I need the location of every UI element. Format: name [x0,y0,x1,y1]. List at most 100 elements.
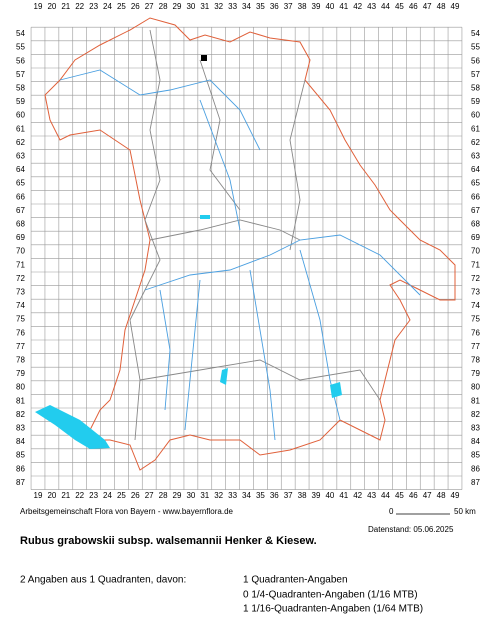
row-label: 70 [471,247,480,256]
row-label: 79 [16,369,25,378]
column-label: 20 [47,2,56,11]
column-label: 29 [173,2,182,11]
column-label: 22 [75,2,84,11]
row-label: 55 [471,43,480,52]
column-label: 24 [103,2,112,11]
column-label: 27 [145,2,154,11]
row-label: 64 [471,165,480,174]
column-label: 49 [451,491,460,500]
row-label: 78 [16,356,25,365]
column-label: 43 [367,2,376,11]
column-label: 37 [284,2,293,11]
row-label: 79 [471,369,480,378]
credit: Arbeitsgemeinschaft Flora von Bayern - w… [20,507,234,516]
column-label: 34 [242,2,251,11]
column-label: 48 [437,491,446,500]
row-label: 82 [471,410,480,419]
column-label: 23 [89,491,98,500]
row-label: 81 [471,396,480,405]
column-label: 42 [353,491,362,500]
column-label: 26 [131,2,140,11]
column-label: 30 [186,491,195,500]
column-label: 36 [270,2,279,11]
row-label: 55 [16,43,25,52]
row-label: 77 [16,342,25,351]
row-label: 54 [471,29,480,38]
row-label: 54 [16,29,25,38]
row-label: 85 [16,451,25,460]
scale-end: 50 km [454,507,476,516]
summary-line: 1 Quadranten-Angaben [243,575,348,586]
row-label: 66 [16,192,25,201]
grid-labels: 19 19 20 20 21 21 22 22 23 23 24 24 25 25 26 26 27 27 28 28… [16,2,480,500]
row-label: 59 [471,97,480,106]
column-label: 20 [47,491,56,500]
column-label: 21 [61,491,70,500]
row-label: 64 [16,165,25,174]
row-label: 68 [16,220,25,229]
row-label: 61 [16,124,25,133]
column-label: 35 [256,2,265,11]
row-label: 84 [471,437,480,446]
row-label: 73 [16,288,25,297]
scale-start: 0 [389,507,394,516]
row-label: 75 [16,315,25,324]
column-label: 47 [423,491,432,500]
column-label: 30 [186,2,195,11]
grid [30,26,463,490]
occurrence [201,55,207,61]
column-label: 27 [145,491,154,500]
column-label: 35 [256,491,265,500]
row-label: 83 [471,424,480,433]
row-label: 69 [471,233,480,242]
row-label: 66 [471,192,480,201]
row-label: 85 [471,451,480,460]
column-label: 47 [423,2,432,11]
column-label: 26 [131,491,140,500]
row-label: 56 [471,56,480,65]
row-label: 80 [471,383,480,392]
column-label: 49 [451,2,460,11]
column-label: 24 [103,491,112,500]
column-label: 34 [242,491,251,500]
column-label: 19 [34,491,43,500]
column-label: 33 [228,2,237,11]
column-label: 32 [214,491,223,500]
row-label: 56 [16,56,25,65]
row-label: 87 [471,478,480,487]
row-label: 78 [471,356,480,365]
column-label: 25 [117,2,126,11]
row-label: 69 [16,233,25,242]
row-label: 82 [16,410,25,419]
row-label: 60 [16,111,25,120]
row-label: 86 [471,464,480,473]
column-label: 32 [214,2,223,11]
column-label: 19 [34,2,43,11]
row-label: 59 [16,97,25,106]
row-label: 68 [471,220,480,229]
column-label: 38 [298,2,307,11]
column-label: 25 [117,491,126,500]
column-label: 36 [270,491,279,500]
row-label: 73 [471,288,480,297]
row-label: 60 [471,111,480,120]
row-label: 63 [471,152,480,161]
row-label: 86 [16,464,25,473]
summary-total: 2 Angaben aus 1 Quadranten, davon: [20,575,186,586]
row-label: 58 [471,84,480,93]
row-label: 71 [471,260,480,269]
row-label: 77 [471,342,480,351]
row-label: 61 [471,124,480,133]
rivers [59,69,421,441]
column-label: 44 [381,2,390,11]
row-label: 57 [16,70,25,79]
row-label: 84 [16,437,25,446]
title: Rubus grabowskii subsp. walsemannii Henk… [20,535,317,547]
column-label: 42 [353,2,362,11]
row-label: 65 [16,179,25,188]
row-label: 62 [471,138,480,147]
row-label: 63 [16,152,25,161]
row-label: 58 [16,84,25,93]
column-label: 21 [61,2,70,11]
